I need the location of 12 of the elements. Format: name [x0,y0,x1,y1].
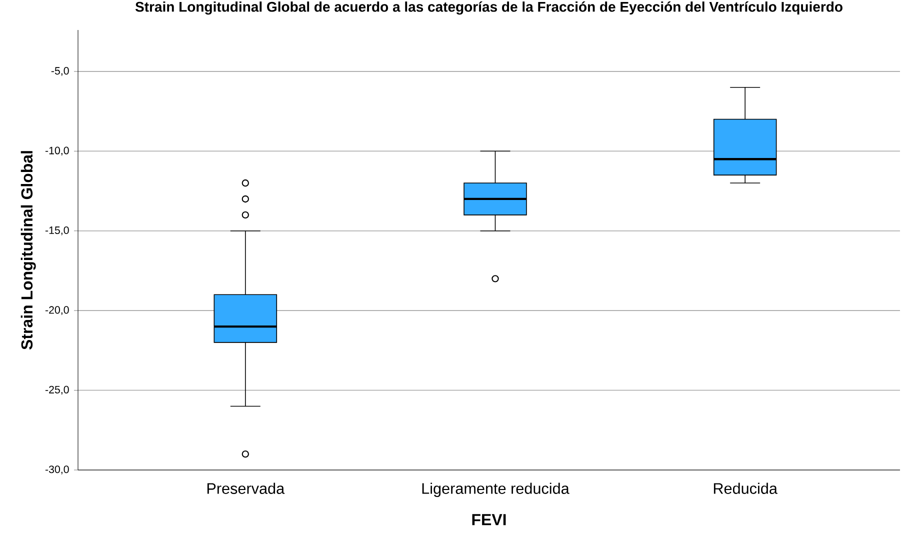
y-tick-label: -25,0 [45,386,69,395]
x-axis-title: FEVI [472,514,506,526]
chart-title: Strain Longitudinal Global de acuerdo a las categorías de la Fracción de Eyección del Ventrículo Izquierdo [135,1,842,15]
y-tick-label: -15,0 [45,226,69,236]
x-tick-label: Preservada [207,482,285,494]
y-tick-label: -20,0 [45,306,69,315]
x-tick-label: Reducida [714,482,778,494]
y-tick-label: -10,0 [45,146,69,156]
y-tick-label: -30,0 [45,466,69,474]
y-axis-title: Strain Longitudinal Global [20,151,36,350]
x-tick-label: Ligeramente reducida [422,482,570,497]
y-tick-label: -5,0 [51,67,69,76]
